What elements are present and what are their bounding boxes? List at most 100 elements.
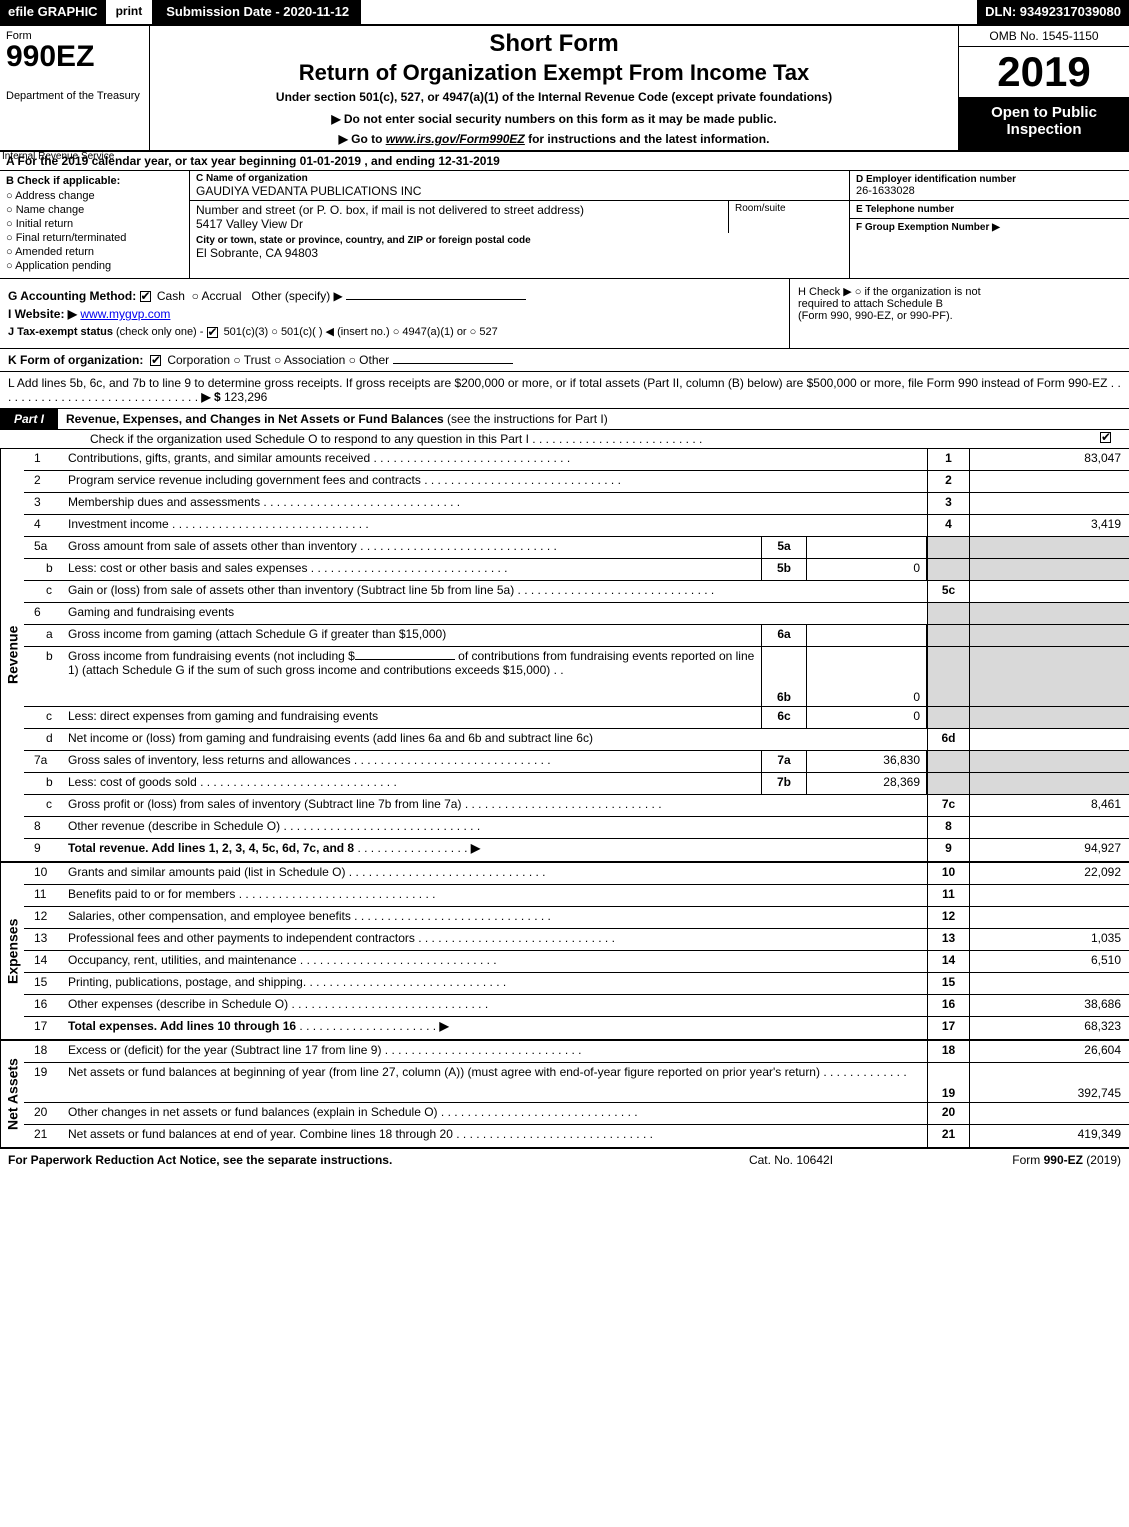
k-corp-checkbox[interactable] (150, 355, 161, 366)
meta-right: D Employer identification number 26-1633… (849, 171, 1129, 278)
c-org-name: GAUDIYA VEDANTA PUBLICATIONS INC (196, 184, 843, 198)
f-group-cell: F Group Exemption Number ▶ (850, 219, 1129, 278)
chk-application-pending[interactable]: Application pending (6, 260, 183, 272)
line-8: 8Other revenue (describe in Schedule O)8 (24, 817, 1129, 839)
line-10: 10Grants and similar amounts paid (list … (24, 863, 1129, 885)
line-6c: cLess: direct expenses from gaming and f… (24, 707, 1129, 729)
city-val: El Sobrante, CA 94803 (196, 246, 843, 260)
goto-suffix: for instructions and the latest informat… (528, 132, 769, 146)
line-5b: bLess: cost or other basis and sales exp… (24, 559, 1129, 581)
d-ein: 26-1633028 (856, 185, 1123, 197)
h-line3: (Form 990, 990-EZ, or 990-PF). (798, 310, 1121, 322)
h-schedule-b: H Check ▶ ○ if the organization is not r… (789, 279, 1129, 348)
line-20: 20Other changes in net assets or fund ba… (24, 1103, 1129, 1125)
expenses-sidebar: Expenses (0, 863, 24, 1039)
g-accrual: Accrual (202, 289, 242, 303)
room-suite-cell: Room/suite (729, 201, 849, 233)
l-val: 123,296 (224, 390, 267, 404)
gh-block: G Accounting Method: Cash ○ Accrual Othe… (0, 279, 1129, 349)
chk-name-change[interactable]: Name change (6, 204, 183, 216)
open-to-public: Open to Public Inspection (959, 98, 1129, 150)
revenue-sidebar: Revenue (0, 449, 24, 861)
line-1: 1Contributions, gifts, grants, and simil… (24, 449, 1129, 471)
line-16: 16Other expenses (describe in Schedule O… (24, 995, 1129, 1017)
net-assets-body: 18Excess or (deficit) for the year (Subt… (24, 1041, 1129, 1147)
line-6b: bGross income from fundraising events (n… (24, 647, 1129, 707)
goto-prefix: ▶ Go to (339, 132, 386, 146)
return-title: Return of Organization Exempt From Incom… (156, 60, 952, 86)
line-7c: cGross profit or (loss) from sales of in… (24, 795, 1129, 817)
irs-service: Internal Revenue Service (2, 152, 114, 162)
short-form-title: Short Form (156, 30, 952, 58)
goto-link[interactable]: www.irs.gov/Form990EZ (386, 132, 525, 146)
revenue-body: 1Contributions, gifts, grants, and simil… (24, 449, 1129, 861)
f-label: F Group Exemption Number ▶ (856, 222, 1123, 233)
line-6: 6Gaming and fundraising events (24, 603, 1129, 625)
line-6a: aGross income from gaming (attach Schedu… (24, 625, 1129, 647)
line-19: 19Net assets or fund balances at beginni… (24, 1063, 1129, 1103)
goto-row: ▶ Go to www.irs.gov/Form990EZ for instru… (156, 132, 952, 146)
line-7b: bLess: cost of goods sold7b28,369 (24, 773, 1129, 795)
g-other-blank[interactable] (346, 299, 526, 300)
j-opts: 501(c)(3) ○ 501(c)( ) ◀ (insert no.) ○ 4… (224, 326, 498, 338)
dept-treasury: Department of the Treasury (6, 90, 143, 102)
line-21: 21Net assets or fund balances at end of … (24, 1125, 1129, 1147)
header-right: OMB No. 1545-1150 2019 Open to Public In… (959, 26, 1129, 150)
k-other-blank[interactable] (393, 363, 513, 364)
chk-address-change[interactable]: Address change (6, 190, 183, 202)
submission-date-button[interactable]: Submission Date - 2020-11-12 (154, 0, 361, 24)
topbar-spacer (361, 0, 977, 24)
omb-number: OMB No. 1545-1150 (959, 26, 1129, 47)
line-6b-blank[interactable] (355, 659, 455, 660)
line-7a: 7aGross sales of inventory, less returns… (24, 751, 1129, 773)
row-a-calendar-year: A For the 2019 calendar year, or tax yea… (0, 152, 1129, 171)
g-other: Other (specify) ▶ (252, 289, 343, 303)
d-ein-cell: D Employer identification number 26-1633… (850, 171, 1129, 201)
chk-initial-return[interactable]: Initial return (6, 218, 183, 230)
efile-graphic-label: efile GRAPHIC (0, 0, 106, 24)
i-website-row: I Website: ▶ www.mygvp.com (8, 307, 781, 321)
address-row: Number and street (or P. O. box, if mail… (190, 201, 849, 233)
ns-label: Number and street (or P. O. box, if mail… (196, 203, 722, 217)
part1-tag: Part I (0, 409, 58, 429)
part1-sub: (see the instructions for Part I) (447, 412, 608, 426)
j-label: J Tax-exempt status (8, 326, 113, 338)
d-label: D Employer identification number (856, 174, 1123, 185)
chk-final-return[interactable]: Final return/terminated (6, 232, 183, 244)
line-18: 18Excess or (deficit) for the year (Subt… (24, 1041, 1129, 1063)
i-website-link[interactable]: www.mygvp.com (80, 307, 170, 321)
under-section: Under section 501(c), 527, or 4947(a)(1)… (156, 90, 952, 104)
part1-check-text: Check if the organization used Schedule … (90, 432, 529, 446)
line-14: 14Occupancy, rent, utilities, and mainte… (24, 951, 1129, 973)
form-header: Form 990EZ Department of the Treasury In… (0, 26, 1129, 152)
city-label: City or town, state or province, country… (196, 235, 843, 246)
page-footer: For Paperwork Reduction Act Notice, see … (0, 1149, 1129, 1171)
ssn-note: ▶ Do not enter social security numbers o… (156, 112, 952, 126)
line-4: 4Investment income43,419 (24, 515, 1129, 537)
e-phone-cell: E Telephone number (850, 201, 1129, 219)
k-label: K Form of organization: (8, 353, 143, 367)
g-accounting-method: G Accounting Method: Cash ○ Accrual Othe… (8, 289, 781, 303)
gh-left: G Accounting Method: Cash ○ Accrual Othe… (0, 279, 789, 348)
j-501c3-checkbox[interactable] (207, 327, 218, 338)
expenses-body: 10Grants and similar amounts paid (list … (24, 863, 1129, 1039)
net-assets-sidebar: Net Assets (0, 1041, 24, 1147)
h-line2: required to attach Schedule B (798, 298, 1121, 310)
part1-check-dots: . . . . . . . . . . . . . . . . . . . . … (532, 432, 702, 446)
line-2: 2Program service revenue including gover… (24, 471, 1129, 493)
g-cash-checkbox[interactable] (140, 291, 151, 302)
footer-paperwork: For Paperwork Reduction Act Notice, see … (8, 1153, 661, 1167)
part1-check-row: Check if the organization used Schedule … (0, 430, 1129, 449)
e-label: E Telephone number (856, 204, 1123, 215)
chk-amended-return[interactable]: Amended return (6, 246, 183, 258)
print-button[interactable]: print (106, 0, 155, 24)
line-17: 17Total expenses. Add lines 10 through 1… (24, 1017, 1129, 1039)
c-org-name-cell: C Name of organization GAUDIYA VEDANTA P… (190, 171, 849, 201)
k-opts: Corporation ○ Trust ○ Association ○ Othe… (167, 353, 389, 367)
part1-checkbox[interactable] (1100, 432, 1111, 443)
line-13: 13Professional fees and other payments t… (24, 929, 1129, 951)
footer-formref: Form 990-EZ (2019) (921, 1153, 1121, 1167)
meta-mid: C Name of organization GAUDIYA VEDANTA P… (190, 171, 849, 278)
j-sub: (check only one) - (116, 326, 206, 338)
g-label: G Accounting Method: (8, 289, 136, 303)
